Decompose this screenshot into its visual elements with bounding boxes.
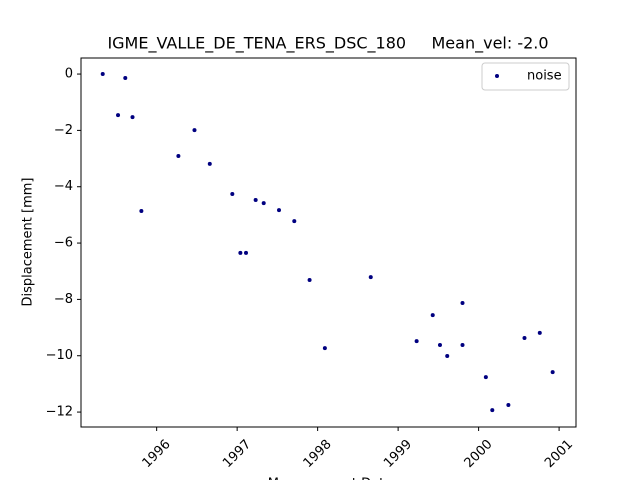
x-tick-label: 1996 xyxy=(140,437,174,471)
legend-marker xyxy=(495,74,499,78)
data-point xyxy=(253,197,258,202)
data-point xyxy=(116,113,121,118)
data-point xyxy=(139,208,144,213)
y-tick-label: 0 xyxy=(65,67,73,82)
data-point xyxy=(522,335,527,340)
data-point xyxy=(430,313,435,318)
data-point xyxy=(192,128,197,133)
data-point xyxy=(322,346,327,351)
data-point xyxy=(238,250,243,255)
x-tick-label: 2000 xyxy=(462,437,496,471)
data-point xyxy=(207,161,212,166)
data-point xyxy=(460,301,465,306)
legend-box xyxy=(481,62,570,91)
data-point xyxy=(550,370,555,375)
data-point xyxy=(307,277,312,282)
x-tick-label: 2001 xyxy=(542,437,576,471)
y-tick-label: −8 xyxy=(54,292,73,307)
data-point xyxy=(130,115,135,120)
y-tick-label: −6 xyxy=(54,236,73,251)
y-tick-label: −4 xyxy=(54,179,73,194)
chart-title: IGME_VALLE_DE_TENA_ERS_DSC_180 Mean_vel:… xyxy=(107,34,548,54)
data-point xyxy=(368,275,373,280)
y-axis-label: Displacement [mm] xyxy=(21,178,36,307)
data-point xyxy=(230,192,235,197)
data-point xyxy=(292,219,297,224)
data-point xyxy=(483,375,488,380)
legend-label: noise xyxy=(527,69,562,84)
data-point xyxy=(261,201,266,206)
data-point xyxy=(176,154,181,159)
data-point xyxy=(490,408,495,413)
data-point xyxy=(277,208,281,213)
data-point xyxy=(414,339,419,344)
data-point xyxy=(244,250,248,255)
y-tick-label: −10 xyxy=(46,348,73,363)
data-point xyxy=(537,330,542,335)
plot-frame xyxy=(80,57,577,428)
y-tick-label: −2 xyxy=(54,123,73,138)
y-tick-label: −12 xyxy=(46,405,73,420)
x-axis-label: Measurement Date xyxy=(268,477,392,480)
data-point xyxy=(460,343,465,348)
data-point xyxy=(445,354,450,359)
x-tick-label: 1999 xyxy=(381,437,415,471)
data-point xyxy=(437,343,442,348)
x-tick-label: 1997 xyxy=(220,437,254,471)
data-point xyxy=(100,72,105,77)
data-point xyxy=(506,403,511,408)
x-tick-label: 1998 xyxy=(301,437,335,471)
data-point xyxy=(123,75,128,80)
